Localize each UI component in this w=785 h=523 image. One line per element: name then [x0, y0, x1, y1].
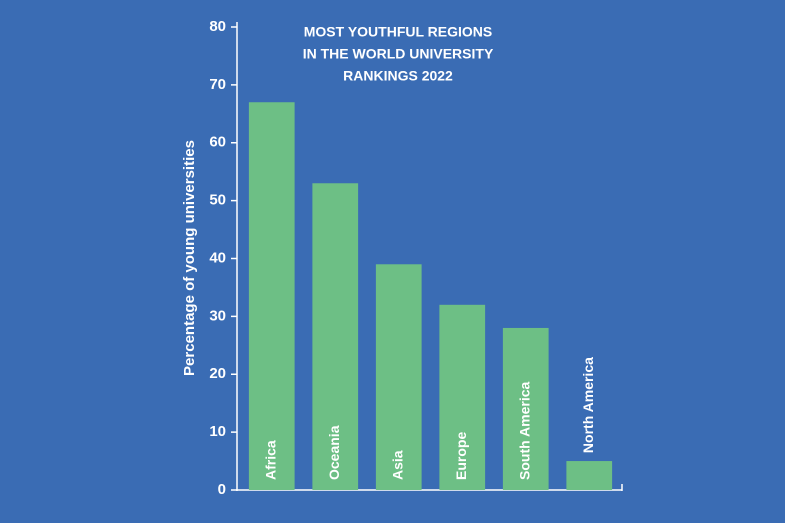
y-tick-label: 50	[209, 192, 226, 209]
category-label: Asia	[389, 450, 405, 480]
bar	[502, 327, 549, 490]
chart-title: RANKINGS 2022	[343, 68, 453, 84]
bar	[248, 102, 295, 491]
bar	[312, 183, 359, 490]
bar	[566, 461, 613, 490]
category-label: Africa	[262, 440, 278, 480]
chart-title: MOST YOUTHFUL REGIONS	[304, 24, 493, 40]
y-tick-label: 30	[209, 307, 226, 324]
bar	[375, 264, 422, 490]
category-label: South America	[516, 382, 532, 480]
category-label: North America	[580, 357, 596, 453]
category-label: Oceania	[326, 425, 342, 480]
y-tick-label: 70	[209, 76, 226, 93]
y-tick-label: 40	[209, 249, 226, 266]
category-label: Europe	[453, 432, 469, 480]
y-tick-label: 0	[218, 481, 226, 498]
y-tick-label: 20	[209, 365, 226, 382]
y-axis-label: Percentage of young universities	[181, 140, 198, 376]
y-tick-label: 10	[209, 423, 226, 440]
y-tick-label: 80	[209, 18, 226, 35]
bar	[439, 304, 486, 490]
chart-title: IN THE WORLD UNIVERSITY	[303, 46, 494, 62]
y-tick-label: 60	[209, 134, 226, 151]
